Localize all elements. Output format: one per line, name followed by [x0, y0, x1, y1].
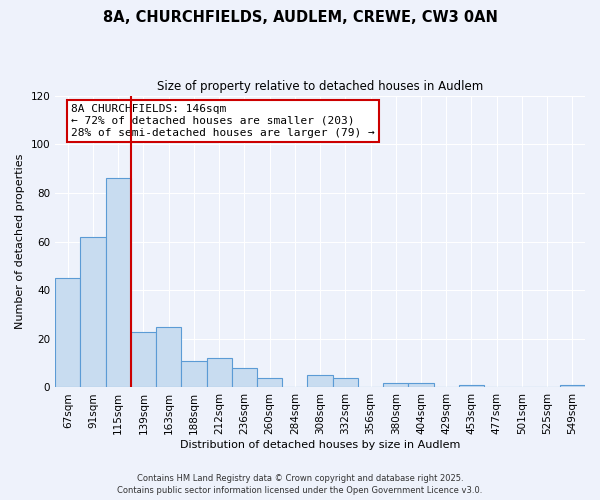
Bar	[106, 178, 131, 388]
Bar	[206, 358, 232, 388]
Bar	[232, 368, 257, 388]
Text: Contains HM Land Registry data © Crown copyright and database right 2025.
Contai: Contains HM Land Registry data © Crown c…	[118, 474, 482, 495]
Bar	[131, 332, 156, 388]
Bar	[156, 326, 181, 388]
Bar	[560, 385, 585, 388]
Bar	[55, 278, 80, 388]
Y-axis label: Number of detached properties: Number of detached properties	[15, 154, 25, 329]
Bar	[383, 382, 409, 388]
X-axis label: Distribution of detached houses by size in Audlem: Distribution of detached houses by size …	[180, 440, 460, 450]
Bar	[181, 360, 206, 388]
Title: Size of property relative to detached houses in Audlem: Size of property relative to detached ho…	[157, 80, 483, 93]
Bar	[459, 385, 484, 388]
Text: 8A CHURCHFIELDS: 146sqm
← 72% of detached houses are smaller (203)
28% of semi-d: 8A CHURCHFIELDS: 146sqm ← 72% of detache…	[71, 104, 375, 138]
Bar	[80, 236, 106, 388]
Text: 8A, CHURCHFIELDS, AUDLEM, CREWE, CW3 0AN: 8A, CHURCHFIELDS, AUDLEM, CREWE, CW3 0AN	[103, 10, 497, 25]
Bar	[409, 382, 434, 388]
Bar	[307, 376, 332, 388]
Bar	[257, 378, 282, 388]
Bar	[332, 378, 358, 388]
